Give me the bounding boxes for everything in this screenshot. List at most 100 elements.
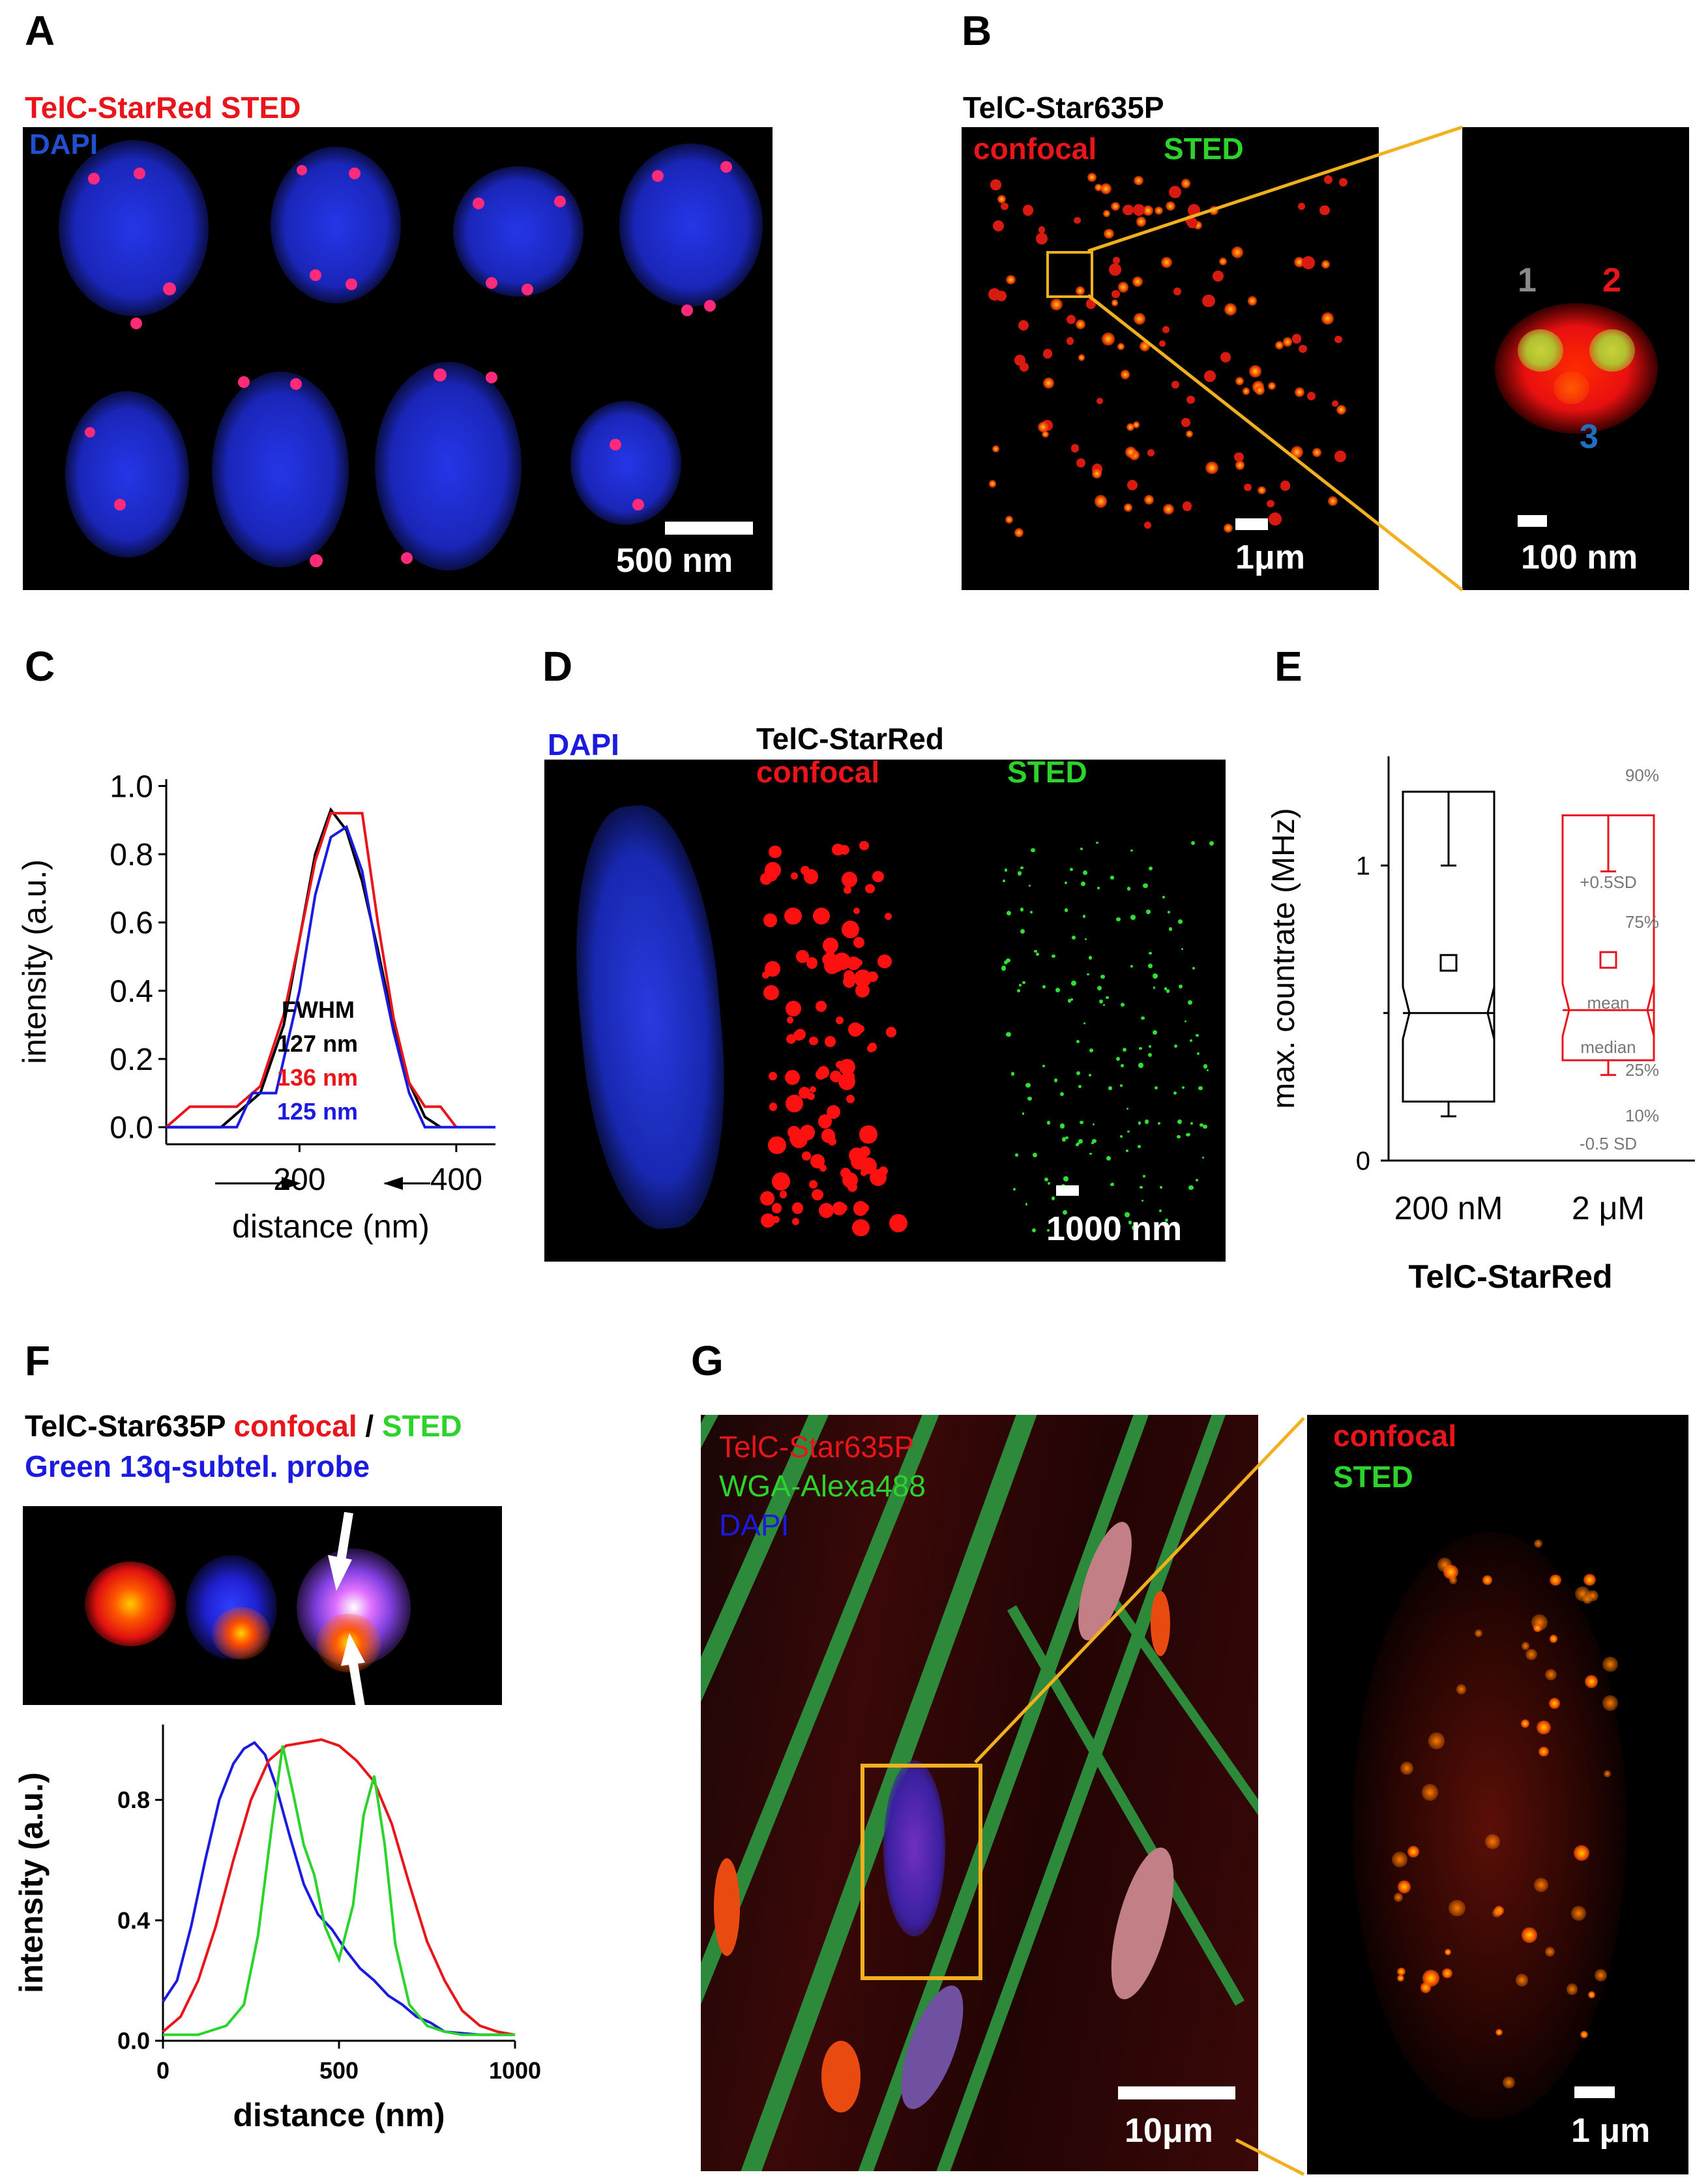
panel-b-zoom: 1 2 3 100 nm bbox=[1462, 127, 1689, 590]
title-black: TelC-Star635P bbox=[25, 1409, 226, 1443]
box-legend-label: 90% bbox=[1625, 765, 1659, 785]
mean-marker bbox=[1599, 951, 1617, 969]
panel-a-image: 500 nm bbox=[23, 127, 773, 590]
mean-marker bbox=[1439, 954, 1458, 972]
x-tick-label: 400 bbox=[430, 1163, 482, 1197]
x-axis-label: distance (nm) bbox=[233, 2097, 445, 2133]
y-tick-label: 0.0 bbox=[117, 2028, 150, 2054]
panel-label-c: C bbox=[25, 643, 55, 690]
panel-d-image: confocal STED 1000 nm bbox=[544, 760, 1226, 1262]
confocal-label: confocal bbox=[756, 760, 880, 789]
scale-label: 500 nm bbox=[616, 542, 733, 580]
scale-bar bbox=[665, 522, 753, 535]
y-axis-label: intensity (a.u.) bbox=[16, 859, 53, 1064]
box-legend-label: +0.5SD bbox=[1580, 872, 1636, 892]
y-tick-label: 1 bbox=[1356, 852, 1370, 880]
y-tick-label: 0.6 bbox=[110, 906, 153, 941]
fwhm-red: 136 nm bbox=[277, 1064, 359, 1091]
scale-bar bbox=[1574, 2086, 1615, 2098]
title-red: confocal bbox=[233, 1409, 357, 1443]
panel-a-channel: DAPI bbox=[29, 128, 98, 160]
x-tick-label: 500 bbox=[319, 2057, 359, 2084]
box-legend-label: 10% bbox=[1625, 1106, 1659, 1125]
scale-label: 100 nm bbox=[1521, 539, 1638, 576]
y-tick-label: 0 bbox=[1356, 1147, 1370, 1176]
panel-label-f: F bbox=[25, 1337, 51, 1384]
y-tick-label: 0.4 bbox=[117, 1907, 150, 1934]
y-tick-label: 0.8 bbox=[110, 838, 153, 872]
category-label: 2 μM bbox=[1572, 1190, 1645, 1226]
y-axis-label: intensity (a.u.) bbox=[13, 1772, 50, 1993]
panel-f-probe: Green 13q-subtel. probe bbox=[25, 1449, 370, 1483]
box-legend-label: -0.5 SD bbox=[1580, 1134, 1637, 1153]
series-line bbox=[162, 1738, 516, 2036]
panel-label-b: B bbox=[962, 7, 992, 54]
title-green: STED bbox=[381, 1409, 462, 1443]
x-axis-label: distance (nm) bbox=[232, 1208, 430, 1245]
legend-wga: WGA-Alexa488 bbox=[719, 1469, 926, 1503]
series-line bbox=[163, 1745, 515, 2036]
legend-telc: TelC-Star635P bbox=[719, 1430, 915, 1464]
panel-label-a: A bbox=[25, 7, 55, 54]
x-tick-label: 200 bbox=[273, 1163, 325, 1197]
fwhm-arrow-head bbox=[282, 1177, 301, 1190]
title-sep: / bbox=[365, 1409, 374, 1443]
panel-g-image: TelC-Star635P WGA-Alexa488 DAPI 10μm bbox=[701, 1415, 1258, 2171]
panel-label-g: G bbox=[691, 1337, 724, 1384]
box bbox=[1402, 790, 1495, 1103]
scale-bar bbox=[1118, 2086, 1235, 2099]
y-tick-label: 0.0 bbox=[110, 1111, 153, 1146]
chart-e: 0 1 200 nM 2 μM 90% +0.5SD 75% mean median 25% 10%… bbox=[1267, 756, 1695, 1295]
series-line bbox=[162, 1741, 515, 2036]
legend-dapi: DAPI bbox=[719, 1508, 789, 1542]
scale-bar bbox=[1518, 515, 1547, 527]
fwhm-blue: 125 nm bbox=[277, 1098, 359, 1125]
panel-f-image bbox=[23, 1506, 502, 1705]
panel-d-dapi: DAPI bbox=[548, 728, 619, 762]
scale-bar bbox=[1235, 518, 1268, 530]
scale-label: 1000 nm bbox=[1046, 1210, 1183, 1248]
panel-f-title: TelC-Star635P confocal / STED bbox=[25, 1408, 462, 1444]
series-line bbox=[165, 812, 458, 1129]
y-tick-label: 0.8 bbox=[117, 1786, 150, 1813]
scale-label: 1 μm bbox=[1571, 2112, 1651, 2150]
confocal-label: confocal bbox=[1333, 1419, 1457, 1453]
y-tick-label: 0.2 bbox=[110, 1043, 153, 1077]
panel-a-title: TelC-StarRed STED bbox=[25, 91, 301, 125]
fwhm-arrow-head bbox=[383, 1177, 403, 1190]
scale-label: 10μm bbox=[1125, 2112, 1213, 2150]
scale-label: 1μm bbox=[1235, 539, 1305, 576]
fwhm-label: FWHM bbox=[282, 996, 355, 1023]
scale-bar bbox=[1056, 1185, 1079, 1196]
box bbox=[1561, 814, 1655, 1061]
panel-label-e: E bbox=[1274, 643, 1303, 690]
panel-b-image: confocal STED 1μm bbox=[962, 127, 1379, 590]
sted-label: STED bbox=[1007, 760, 1087, 789]
zoom-connector-lines bbox=[974, 1417, 1305, 2176]
chart-f: 0.0 0.4 0.8 0 500 1000 distance (nm) intensity … bbox=[13, 1725, 541, 2133]
y-tick-label: 1.0 bbox=[110, 769, 153, 804]
sted-label: STED bbox=[1164, 132, 1244, 166]
category-label: 200 nM bbox=[1394, 1190, 1503, 1226]
x-tick-label: 0 bbox=[156, 2057, 169, 2084]
box-legend-label: mean bbox=[1587, 993, 1629, 1013]
arrows bbox=[328, 1511, 366, 1716]
box-legend-label: 25% bbox=[1625, 1060, 1659, 1080]
y-axis-label: max. countrate (MHz) bbox=[1267, 808, 1301, 1108]
panel-d-title: TelC-StarRed bbox=[756, 722, 944, 756]
y-tick-label: 0.4 bbox=[110, 974, 153, 1009]
panel-g-zoom: confocal STED 1 μm bbox=[1307, 1415, 1688, 2174]
spot-2: 2 bbox=[1602, 261, 1621, 299]
x-tick-label: 1000 bbox=[489, 2057, 541, 2084]
box-legend-label: median bbox=[1580, 1037, 1636, 1057]
fwhm-black: 127 nm bbox=[277, 1030, 359, 1057]
sted-label: STED bbox=[1333, 1460, 1413, 1494]
spot-3: 3 bbox=[1580, 418, 1598, 456]
spot-1: 1 bbox=[1518, 261, 1537, 299]
box-legend-label: 75% bbox=[1625, 912, 1659, 932]
x-axis-title: TelC-StarRed bbox=[1408, 1258, 1612, 1295]
panel-b-title: TelC-Star635P bbox=[963, 91, 1164, 125]
confocal-label: confocal bbox=[973, 132, 1097, 166]
zoom-connector-lines bbox=[1087, 125, 1464, 591]
